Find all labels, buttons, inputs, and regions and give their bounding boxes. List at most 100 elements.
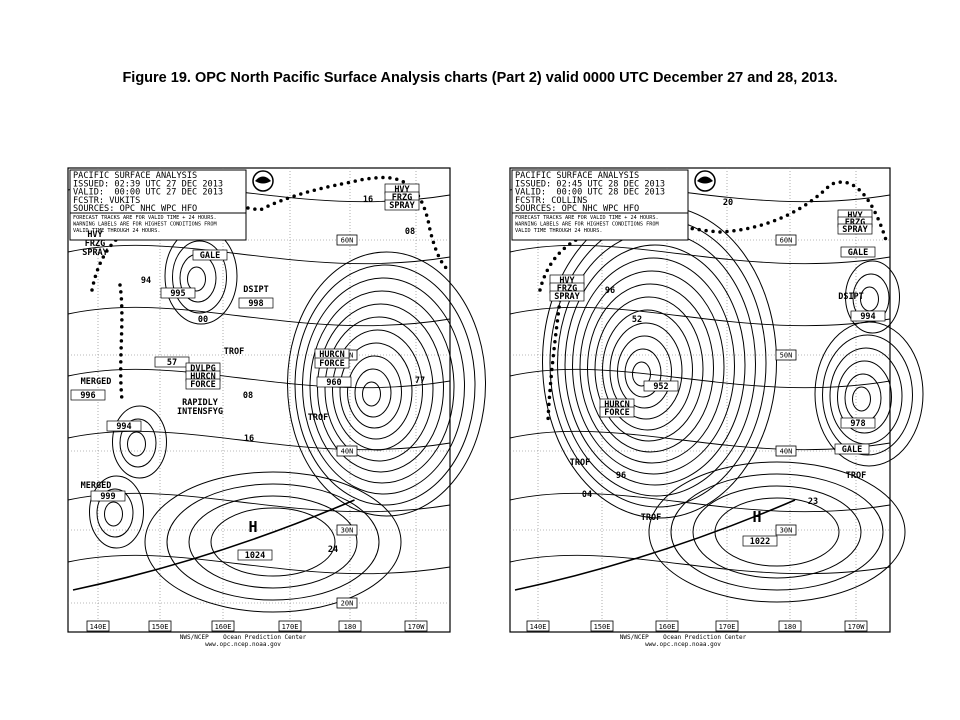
latitude-label: 30N	[780, 527, 793, 535]
map-label: HVY	[394, 185, 410, 195]
header-line: ISSUED: 02:39 UTC 27 DEC 2013	[73, 179, 223, 189]
map-label: HVY	[87, 230, 103, 240]
longitude-label: 170E	[719, 623, 736, 631]
map-label: TROF	[570, 458, 590, 468]
header-line: ISSUED: 02:45 UTC 28 DEC 2013	[515, 179, 665, 189]
label-box	[106, 420, 142, 432]
isobar	[648, 461, 906, 603]
latitude-label: 30N	[341, 527, 354, 535]
note-line: FORECAST TRACKS ARE FOR VALID TIME + 24 …	[515, 215, 659, 221]
map-label: FRZG	[557, 284, 577, 294]
latitude-box	[336, 445, 358, 457]
map-label: 57	[167, 358, 177, 368]
header-box	[69, 169, 247, 241]
label-box	[840, 246, 876, 258]
longitude-box	[590, 620, 614, 632]
map-label: 77	[415, 376, 425, 386]
isobar	[339, 342, 413, 440]
ice-edge	[546, 298, 562, 422]
label-box	[837, 223, 873, 235]
map-label: 20	[723, 198, 733, 208]
map-label: 996	[80, 391, 95, 401]
isobar	[96, 488, 134, 538]
header-line: VALID: 00:00 UTC 27 DEC 2013	[73, 188, 223, 198]
isobar	[324, 316, 434, 462]
map-label: 96	[616, 471, 626, 481]
isobar	[67, 554, 451, 575]
map-label: GALE	[200, 251, 220, 261]
longitude-box	[148, 620, 172, 632]
isobar	[692, 485, 862, 579]
note-line: WARNING LABELS ARE FOR HIGHEST CONDITION…	[73, 222, 217, 228]
map-label: 00	[198, 315, 208, 325]
map-label: SPRAY	[842, 225, 868, 235]
isobar	[332, 329, 423, 451]
isobar	[210, 507, 336, 577]
isobar	[172, 240, 227, 314]
longitude-label: 180	[344, 623, 357, 631]
label-box	[237, 549, 273, 561]
latitude-label: 40N	[780, 448, 793, 456]
longitude-box	[278, 620, 302, 632]
isobar	[509, 430, 891, 451]
map-label: 16	[244, 434, 254, 444]
longitude-label: 160E	[215, 623, 232, 631]
isobar	[104, 501, 123, 527]
isobar	[509, 368, 891, 389]
map-label: FRZG	[845, 218, 865, 228]
map-label: 24	[328, 545, 338, 555]
isobar	[362, 381, 381, 407]
isobar	[617, 335, 672, 409]
latitude-box	[336, 524, 358, 536]
label-box	[314, 357, 350, 369]
longitude-box	[778, 620, 802, 632]
longitude-label: 140E	[530, 623, 547, 631]
map-label: FORCE	[604, 408, 630, 418]
label-box	[154, 356, 190, 368]
ice-edge	[118, 283, 124, 402]
header-line: PACIFIC SURFACE ANALYSIS	[515, 171, 639, 181]
label-box	[840, 417, 876, 429]
longitude-box	[844, 620, 868, 632]
label-box	[238, 297, 274, 309]
isobar	[188, 495, 358, 589]
map-label: DVLPG	[190, 364, 216, 374]
map-label: MERGED	[81, 377, 112, 387]
latitude-label: 40N	[341, 448, 354, 456]
longitude-label: 170W	[408, 623, 426, 631]
map-label: SPRAY	[554, 292, 580, 302]
map-label: FRZG	[392, 193, 412, 203]
note-line: VALID TIME THROUGH 24 HOURS.	[73, 228, 160, 234]
map-label: 52	[632, 315, 642, 325]
label-box	[185, 378, 221, 390]
longitude-box	[655, 620, 679, 632]
longitude-box	[404, 620, 428, 632]
longitude-box	[526, 620, 550, 632]
latitude-label: 60N	[341, 237, 354, 245]
map-label: 08	[405, 227, 415, 237]
isobar	[67, 368, 451, 389]
isobar	[317, 303, 444, 473]
header-line: PACIFIC SURFACE ANALYSIS	[73, 171, 197, 181]
longitude-label: 160E	[659, 623, 676, 631]
map-label: 1024	[245, 551, 265, 561]
isobar	[822, 334, 913, 456]
map-label: 998	[248, 299, 263, 309]
latitude-box	[775, 445, 797, 457]
noaa-logo-bird	[255, 176, 271, 184]
label-box	[316, 376, 352, 388]
label-box	[742, 535, 778, 547]
map-label: TROF	[846, 471, 866, 481]
longitude-label: 180	[784, 623, 797, 631]
label-box	[384, 199, 420, 211]
map-label: 94	[141, 276, 151, 286]
map-label: HURCN	[190, 372, 216, 382]
map-label: SPRAY	[82, 248, 108, 258]
footer-line: www.opc.ncep.noaa.gov	[205, 641, 281, 648]
map-label: 1022	[750, 537, 770, 547]
isobar	[670, 473, 884, 591]
isobar	[302, 277, 465, 495]
longitude-label: 170W	[848, 623, 866, 631]
map-label: 999	[100, 492, 115, 502]
